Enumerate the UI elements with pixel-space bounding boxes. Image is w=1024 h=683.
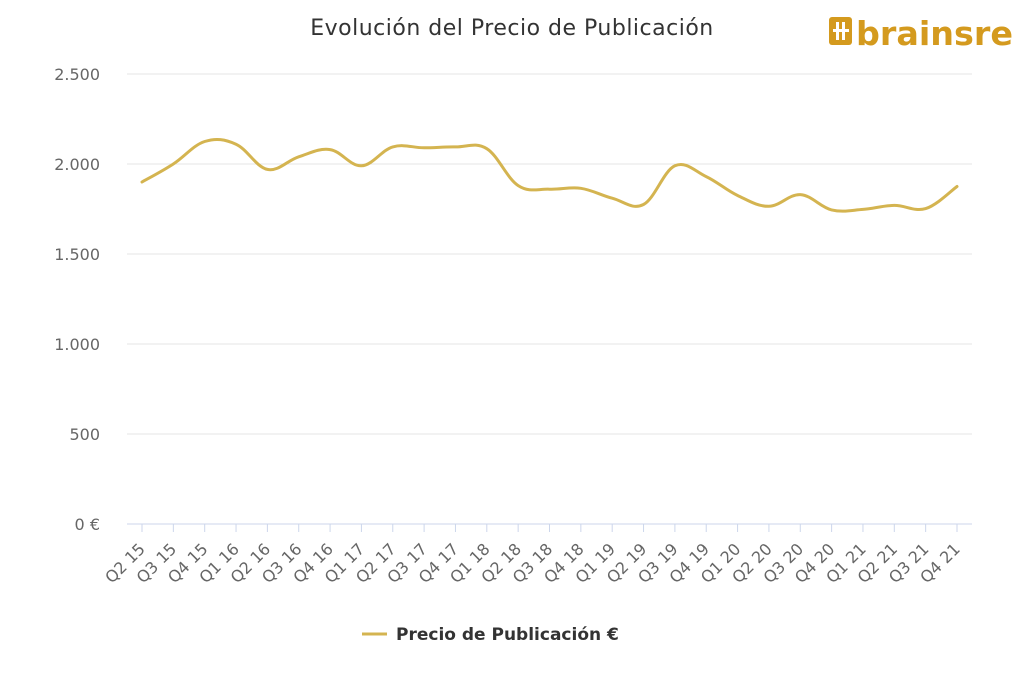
- y-tick-label: 500: [69, 425, 100, 444]
- y-tick-label: 2.500: [54, 65, 100, 84]
- grid-lines: [127, 73, 972, 435]
- y-tick-label: 1.000: [54, 335, 100, 354]
- brand-logo: brainsre: [829, 14, 1013, 53]
- y-tick-label: 0 €: [75, 515, 100, 534]
- logo-text: brainsre: [856, 14, 1013, 53]
- chart-title: Evolución del Precio de Publicación: [310, 16, 713, 41]
- legend-label[interactable]: Precio de Publicación €: [396, 625, 619, 645]
- y-axis-ticks: 0 € 500 1.000 1.500 2.000 2.500: [54, 65, 100, 534]
- y-tick-label: 2.000: [54, 155, 100, 174]
- series-line-precio: [140, 137, 959, 213]
- logo-mark-stroke: [833, 29, 849, 32]
- legend[interactable]: Precio de Publicación €: [362, 625, 619, 645]
- y-tick-label: 1.500: [54, 245, 100, 264]
